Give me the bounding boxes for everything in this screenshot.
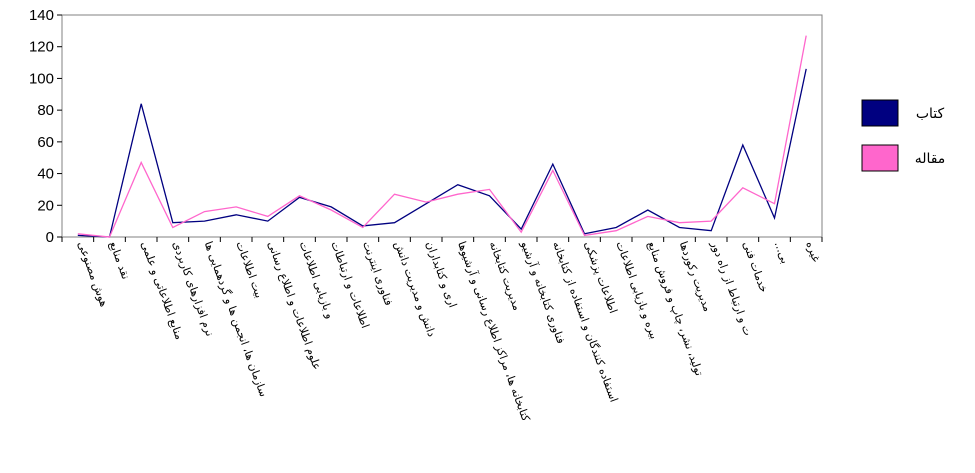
y-tick-label: 20: [37, 197, 54, 214]
legend-swatch: [861, 144, 899, 172]
x-category-label: کتابخانه ها، مراکز اطلاع رسانی و آرشیوها: [455, 239, 534, 424]
x-category-label: خدمات فنی: [740, 240, 770, 295]
x-category-label: غیره: [803, 240, 822, 264]
y-tick-label: 120: [29, 39, 54, 56]
series-line: [77, 35, 807, 238]
chart-axes: [61, 14, 823, 238]
x-category-label: نقد منابع: [107, 240, 133, 281]
y-tick-label: 80: [37, 102, 54, 119]
plot-frame: [61, 14, 823, 238]
y-tick-label: 40: [37, 166, 54, 183]
x-category-label: مدیریت رکوردها: [677, 240, 714, 314]
legend-label: کتاب: [916, 106, 945, 122]
x-category-label: مدیریت کتابخانه: [487, 240, 524, 313]
x-category-label: هوش مصنوعی: [75, 240, 111, 309]
legend: کتاب مقاله: [861, 99, 946, 172]
y-tick-label: 0: [46, 229, 54, 246]
x-category-label: فناوری اینترنت: [360, 240, 395, 308]
series-line: [77, 68, 807, 238]
y-tick-label: 140: [29, 7, 54, 24]
x-category-label: اطلاعات پزشکی: [582, 240, 620, 316]
y-tick-label: 100: [29, 70, 54, 87]
x-category-label: ...بی: [772, 240, 792, 266]
y-axis-ticks: 0 20 40 60 80 100 120 140: [29, 7, 62, 246]
legend-swatch: [861, 99, 899, 127]
series-lines: [77, 35, 807, 238]
x-category-label: بیت اطلاعات: [233, 240, 266, 300]
x-category-label: اری و کتابداران: [423, 240, 459, 310]
y-tick-label: 60: [37, 134, 54, 151]
legend-label: مقاله: [915, 151, 946, 167]
